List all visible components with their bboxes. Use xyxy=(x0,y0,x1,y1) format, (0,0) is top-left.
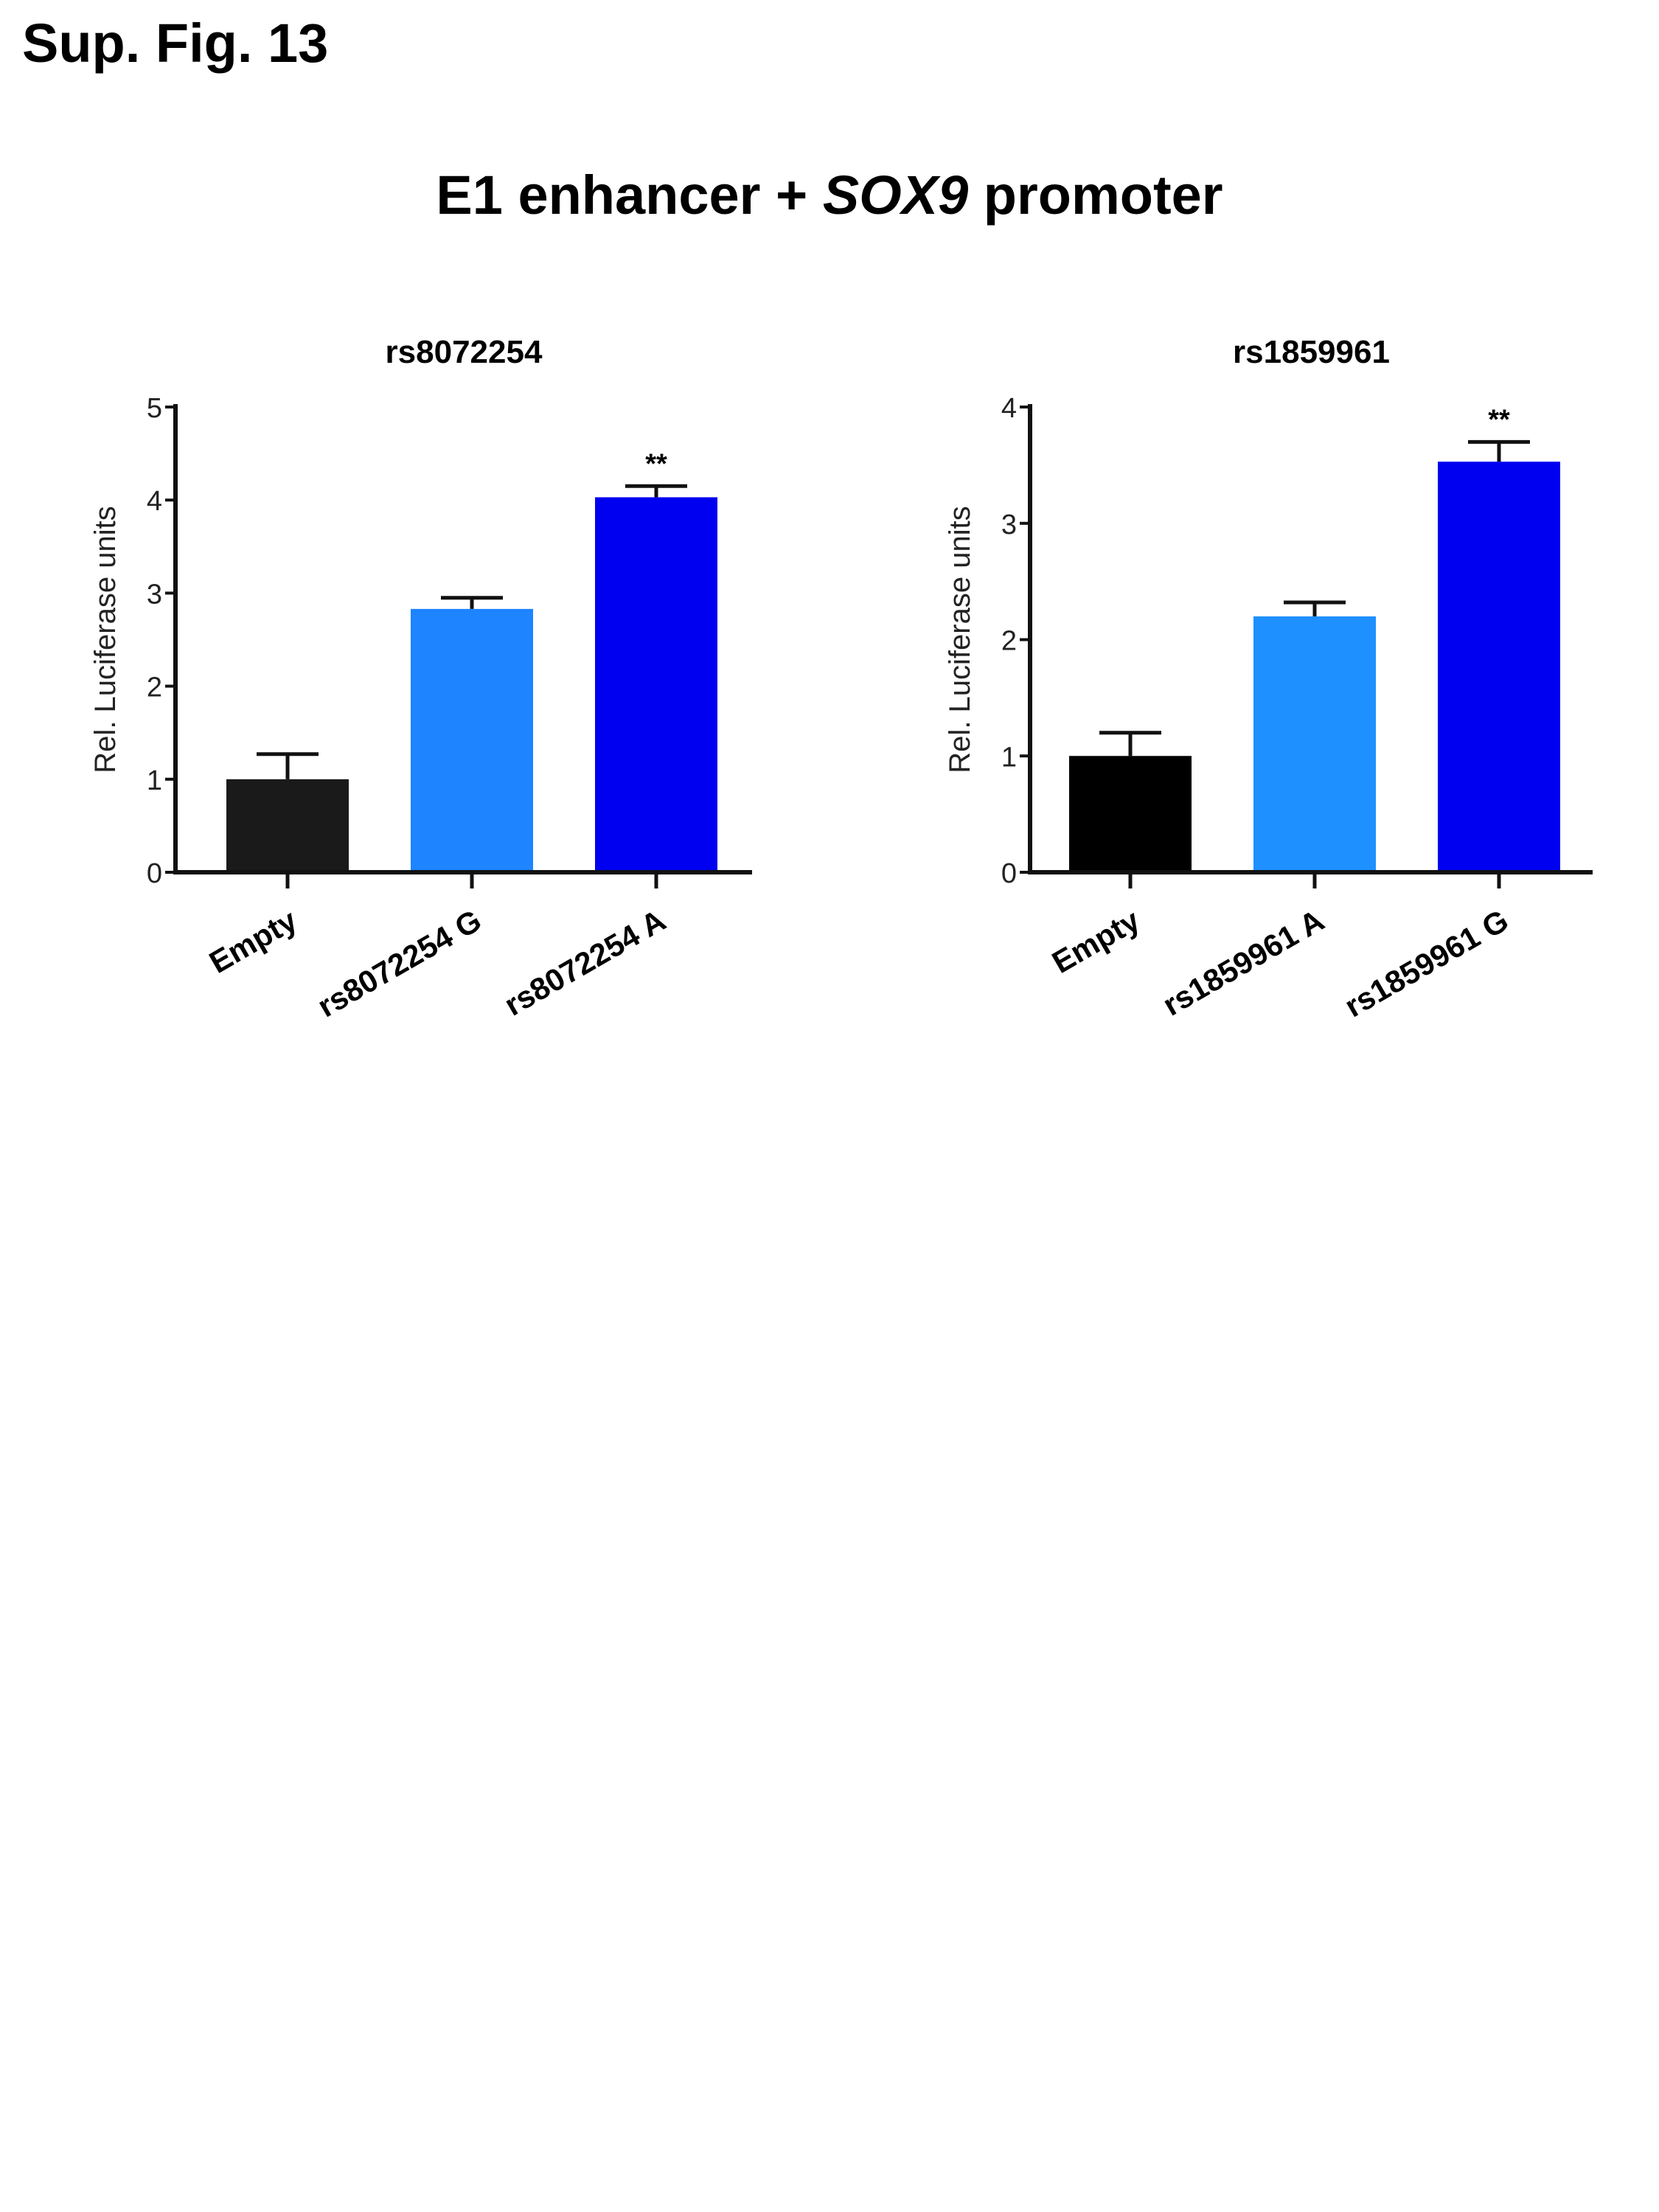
figure-title-suffix: promoter xyxy=(968,164,1223,226)
figure-title-prefix: E1 enhancer + xyxy=(436,164,823,226)
x-tick-label: Empty xyxy=(1046,902,1146,980)
x-tick-label: rs8072254 G xyxy=(312,902,487,1023)
chart-title: rs1859961 xyxy=(1233,334,1390,370)
y-tick-label: 1 xyxy=(1001,742,1017,773)
chart-title: rs8072254 xyxy=(386,334,543,370)
figure-title-gene: SOX9 xyxy=(822,164,969,226)
y-tick-label: 0 xyxy=(147,858,162,889)
x-tick-label: Empty xyxy=(204,902,303,980)
significance-label: ** xyxy=(1488,404,1510,435)
y-tick-label: 1 xyxy=(147,765,162,796)
y-tick-label: 5 xyxy=(147,393,162,424)
figure-title: E1 enhancer + SOX9 promoter xyxy=(0,168,1659,223)
significance-label: ** xyxy=(645,448,667,479)
bar xyxy=(1438,462,1560,872)
x-tick-label: rs1859961 A xyxy=(1157,902,1330,1023)
y-tick-label: 0 xyxy=(1001,858,1017,889)
x-tick-label: rs1859961 G xyxy=(1339,902,1514,1023)
bar xyxy=(226,779,349,872)
y-axis-label: Rel. Luciferase units xyxy=(89,506,122,773)
x-tick-label: rs8072254 A xyxy=(498,902,672,1023)
y-tick-label: 4 xyxy=(147,486,162,517)
chart-rs8072254: rs8072254 Rel. Luciferase units Empty rs807… xyxy=(0,324,811,1099)
y-tick-label: 4 xyxy=(1001,393,1017,424)
bar xyxy=(595,497,717,872)
y-tick-label: 2 xyxy=(147,672,162,703)
chart-rs1859961: rs1859961 Rel. Luciferase units Empty rs185… xyxy=(841,324,1652,1099)
bar xyxy=(1253,616,1376,872)
y-tick-label: 3 xyxy=(147,579,162,610)
bar xyxy=(411,608,533,872)
figure-label: Sup. Fig. 13 xyxy=(22,13,329,74)
bar xyxy=(1069,756,1192,872)
y-axis-label: Rel. Luciferase units xyxy=(944,506,976,773)
y-tick-label: 2 xyxy=(1001,626,1017,657)
y-tick-label: 3 xyxy=(1001,509,1017,540)
